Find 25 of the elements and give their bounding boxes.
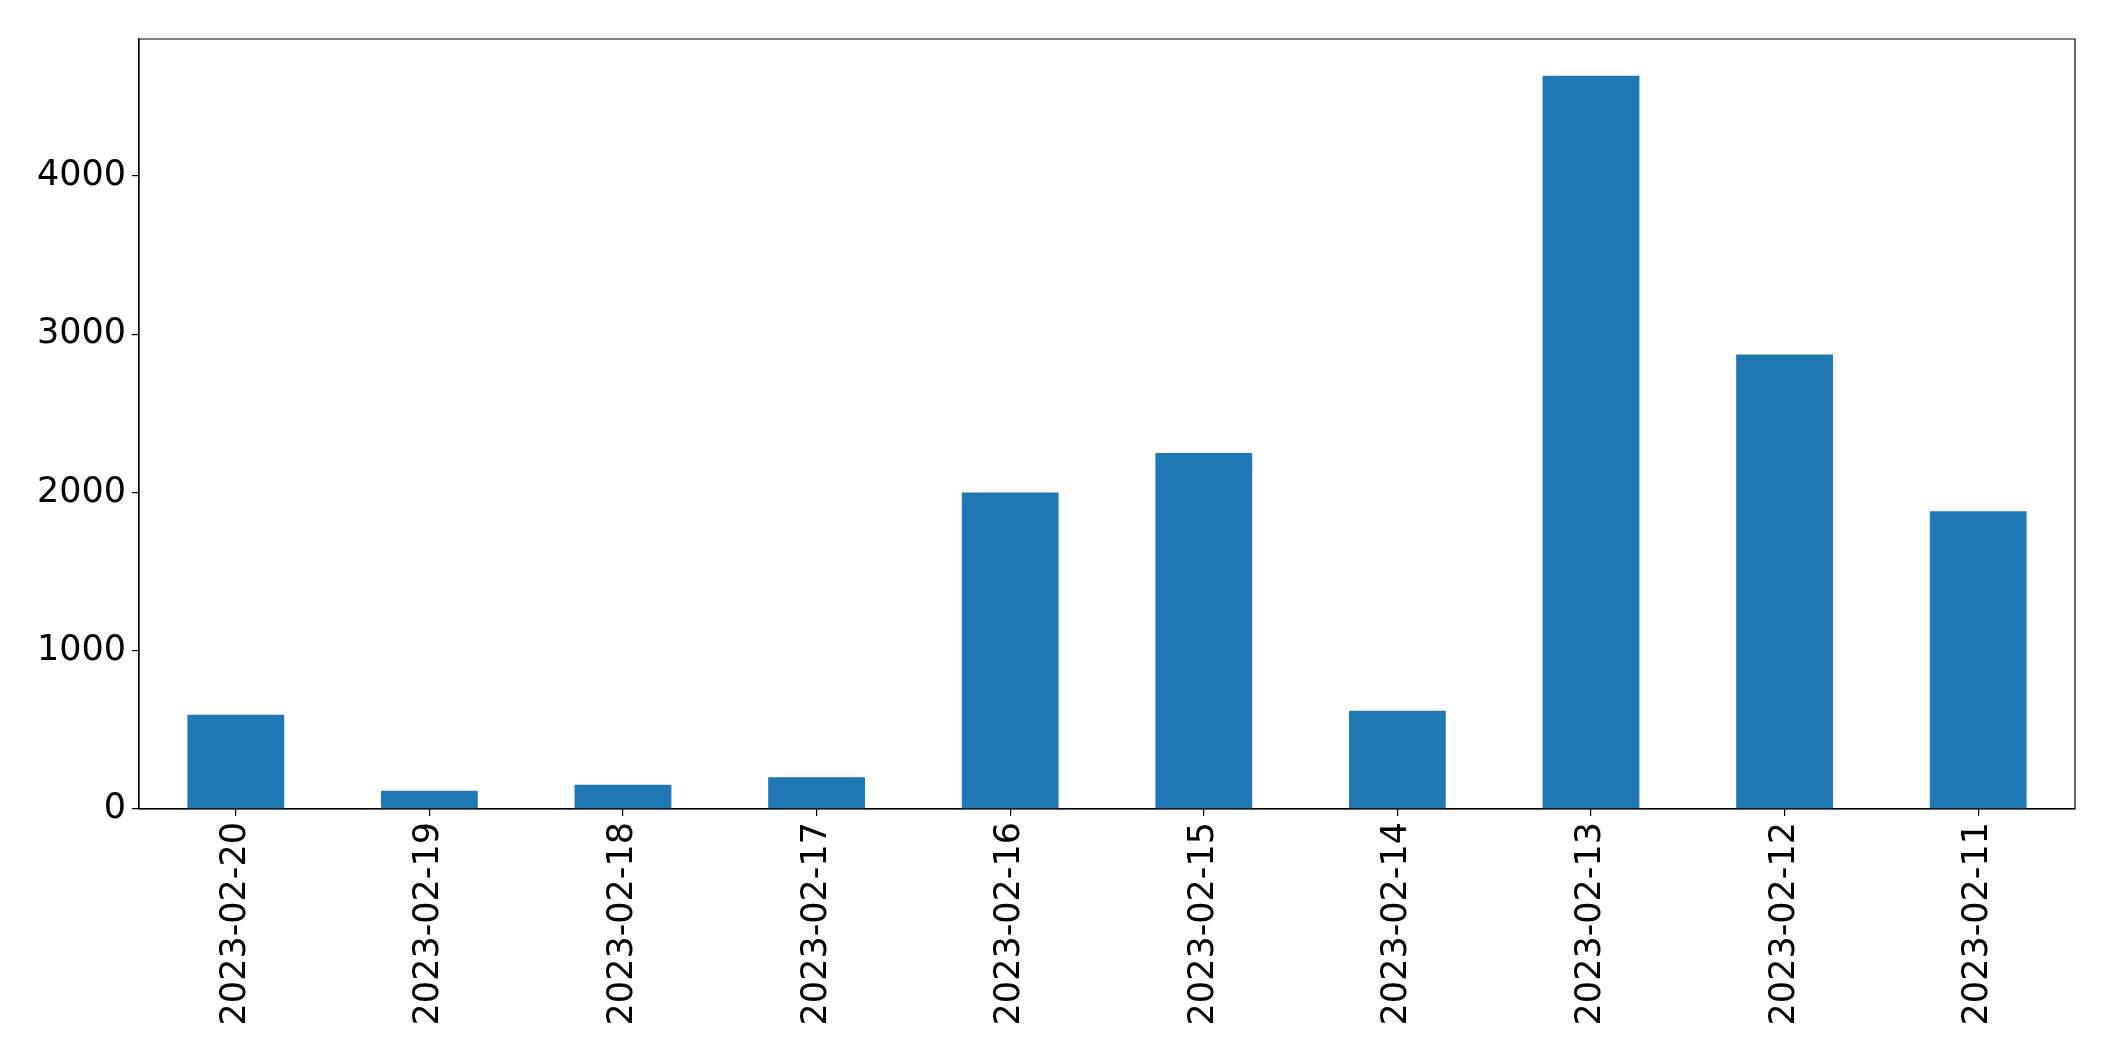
bar: [768, 777, 865, 809]
x-tick-label: 2023-02-15: [1180, 822, 1221, 1026]
bar: [381, 790, 478, 809]
bar: [1542, 75, 1640, 809]
x-tick-label: 2023-02-19: [406, 822, 447, 1026]
bar: [1929, 511, 2027, 809]
x-tick-label: 2023-02-11: [1955, 822, 1996, 1026]
y-tick-label: 0: [103, 786, 126, 827]
bar: [1155, 452, 1253, 809]
bar: [187, 714, 285, 809]
bar: [1736, 354, 1833, 809]
y-tick-label: 4000: [36, 153, 126, 193]
x-tick-label: 2023-02-17: [793, 822, 834, 1026]
bar: [1349, 710, 1446, 809]
x-tick-label: 2023-02-13: [1568, 822, 1609, 1026]
x-tick-label: 2023-02-18: [600, 822, 641, 1026]
y-tick-label: 2000: [36, 469, 126, 510]
x-tick-label: 2023-02-12: [1761, 822, 1802, 1026]
y-tick-label: 1000: [36, 627, 126, 668]
bar: [961, 492, 1059, 809]
x-tick-label: 2023-02-14: [1374, 822, 1415, 1026]
y-tick-label: 3000: [36, 311, 126, 352]
x-tick-label: 2023-02-16: [987, 822, 1028, 1026]
x-tick-label: 2023-02-20: [212, 822, 253, 1026]
bar: [574, 784, 672, 809]
